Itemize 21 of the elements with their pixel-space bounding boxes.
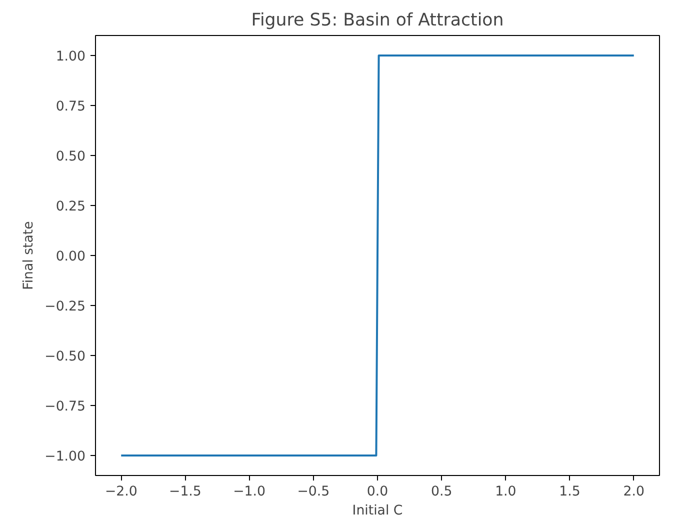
y-tick-label: 0.50 — [56, 150, 86, 164]
y-axis-title: Final state — [22, 221, 37, 290]
x-tick-label: −2.0 — [104, 484, 138, 500]
y-tick-label: −0.75 — [44, 400, 86, 414]
x-tick-label: 2.0 — [623, 484, 644, 500]
y-tick-label: −0.25 — [44, 300, 86, 314]
y-tick-label: −0.50 — [44, 350, 86, 364]
x-tick-label: −1.5 — [169, 484, 202, 500]
x-tick-label: 0.0 — [366, 484, 388, 500]
y-tick-label: 0.75 — [56, 100, 86, 114]
x-tick-label: 1.0 — [495, 484, 516, 500]
chart-title: Figure S5: Basin of Attraction — [251, 10, 504, 30]
x-tick-label: 0.5 — [430, 484, 452, 500]
y-tick-label: −1.00 — [44, 450, 86, 464]
y-tick-label: 0.25 — [56, 200, 86, 214]
x-tick-label: −1.0 — [233, 484, 266, 500]
x-tick-label: −0.5 — [297, 484, 330, 500]
y-tick-label: 0.00 — [56, 250, 86, 264]
y-tick-label: 1.00 — [56, 50, 86, 64]
x-tick-label: 1.5 — [559, 484, 580, 500]
x-axis-title: Initial C — [352, 504, 403, 518]
